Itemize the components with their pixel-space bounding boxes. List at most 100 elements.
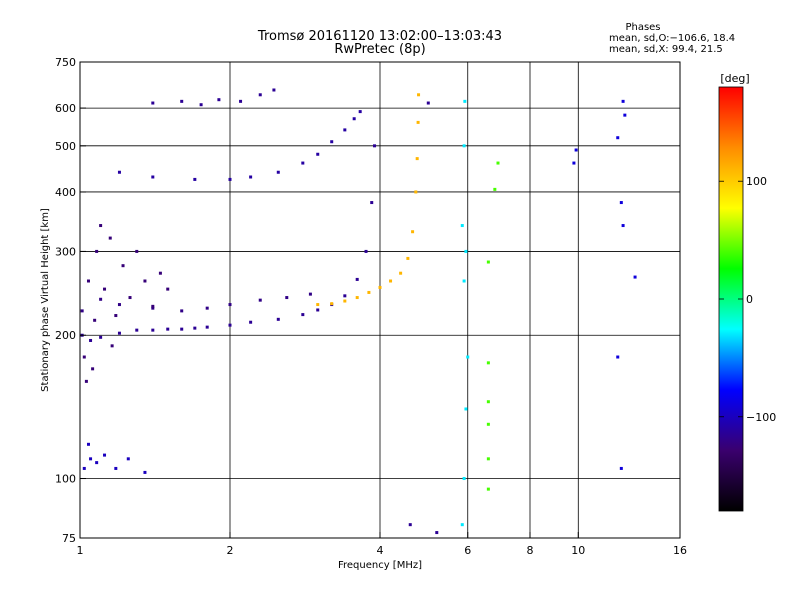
echo-point-s0-p5 <box>151 328 155 332</box>
x-tick-label-5: 10 <box>571 544 585 557</box>
echo-point-s1-p4 <box>180 309 184 313</box>
echo-point-s0-p4 <box>135 328 139 332</box>
echo-point-s7-p1 <box>616 355 620 359</box>
echo-point-s4-p7 <box>399 271 403 275</box>
echo-point-s7-p5 <box>621 99 625 103</box>
echo-point-s2-p9 <box>128 296 132 300</box>
colorbar-ticks: 100 0 −100 <box>719 175 776 424</box>
echo-point-s3-p6 <box>301 161 305 165</box>
echo-point-s3-p1 <box>151 175 155 179</box>
echo-point-s7-p3 <box>619 201 623 205</box>
echo-point-s1-p6 <box>228 303 232 307</box>
colorbar-tick-label-1: 0 <box>746 293 753 306</box>
echo-point-s2-p3 <box>95 249 99 253</box>
echo-point-s2-p5 <box>103 287 107 291</box>
x-tick-label-2: 4 <box>377 544 384 557</box>
echo-point-s2-p13 <box>158 271 162 275</box>
echo-point-s9-p9 <box>435 531 439 535</box>
echo-point-s8-p2 <box>95 461 99 465</box>
echo-point-s5-p1 <box>462 477 466 481</box>
echo-point-s0-p17 <box>355 277 359 281</box>
y-tick-label-3: 300 <box>55 245 76 258</box>
chart-subtitle: RwPretec (8p) <box>334 42 425 57</box>
stats-o-mode: mean, sd,O:−106.6, 18.4 <box>609 33 735 44</box>
echo-point-s9-p8 <box>408 523 412 527</box>
axis-ticks: 1 2 4 6 8 10 16 75 100 200 300 400 500 600 750 <box>55 56 687 557</box>
echo-points <box>80 88 637 535</box>
echo-point-s5-p3 <box>466 355 470 359</box>
echo-point-s9-p1 <box>180 99 184 103</box>
echo-point-s2-p8 <box>121 264 125 268</box>
echo-point-s4-p10 <box>414 190 418 194</box>
x-tick-label-0: 1 <box>77 544 84 557</box>
y-tick-label-6: 600 <box>55 102 76 115</box>
echo-point-s0-p10 <box>228 323 232 327</box>
echo-point-s2-p17 <box>110 344 114 348</box>
echo-point-s6-p4 <box>486 361 490 365</box>
y-tick-label-7: 750 <box>55 56 76 69</box>
echo-point-s3-p4 <box>249 175 253 179</box>
stats-x-mode: mean, sd,X: 99.4, 21.5 <box>609 44 723 55</box>
echo-point-s1-p5 <box>205 306 209 310</box>
echo-point-s3-p10 <box>352 117 356 121</box>
echo-point-s0-p13 <box>301 313 305 317</box>
echo-point-s0-p1 <box>89 338 93 342</box>
echo-point-s3-p7 <box>316 152 320 156</box>
echo-point-s1-p0 <box>80 309 84 313</box>
echo-point-s0-p8 <box>193 326 197 330</box>
echo-point-s0-p12 <box>276 317 280 321</box>
echo-point-s0-p20 <box>373 144 377 148</box>
echo-point-s4-p11 <box>415 157 419 161</box>
echo-point-s1-p3 <box>151 306 155 310</box>
echo-point-s4-p1 <box>330 302 334 306</box>
echo-point-s5-p2 <box>464 407 468 411</box>
echo-point-s4-p3 <box>355 296 359 300</box>
echo-point-s3-p2 <box>193 177 197 181</box>
echo-point-s9-p5 <box>258 93 262 97</box>
echo-point-s2-p16 <box>93 318 97 322</box>
colorbar-tick-label-0: 100 <box>746 175 767 188</box>
chart-title: Tromsø 20161120 13:02:00–13:03:43 <box>257 29 502 44</box>
echo-point-s2-p2 <box>91 367 95 371</box>
echo-point-s8-p3 <box>103 453 107 457</box>
echo-point-s0-p7 <box>180 327 184 331</box>
echo-point-s0-p11 <box>249 320 253 324</box>
echo-point-s2-p6 <box>108 236 112 240</box>
stats-heading: Phases <box>625 22 660 33</box>
echo-point-s4-p8 <box>406 256 410 260</box>
echo-point-s1-p8 <box>285 296 289 300</box>
x-tick-label-1: 2 <box>227 544 234 557</box>
echo-point-s5-p0 <box>460 523 464 527</box>
echo-point-s4-p9 <box>411 230 415 234</box>
echo-point-s0-p14 <box>316 308 320 312</box>
y-tick-label-2: 200 <box>55 329 76 342</box>
echo-point-s9-p6 <box>272 88 276 92</box>
echo-point-s5-p7 <box>462 144 466 148</box>
echo-point-s2-p4 <box>99 224 103 228</box>
echo-point-s7-p0 <box>619 466 623 470</box>
y-tick-label-1: 100 <box>55 473 76 486</box>
echo-point-s9-p4 <box>239 99 243 103</box>
echo-point-s8-p4 <box>114 466 118 470</box>
echo-point-s7-p6 <box>616 136 620 140</box>
echo-point-s4-p6 <box>389 279 393 283</box>
echo-point-s6-p0 <box>486 487 490 491</box>
echo-point-s3-p8 <box>330 140 334 144</box>
echo-point-s7-p8 <box>572 161 576 165</box>
echo-point-s0-p16 <box>343 294 347 298</box>
echo-point-s7-p7 <box>633 275 637 279</box>
echo-point-s9-p0 <box>151 101 155 105</box>
echo-point-s2-p11 <box>143 279 147 283</box>
echo-point-s4-p4 <box>367 290 371 294</box>
echo-point-s8-p0 <box>82 466 86 470</box>
echo-point-s1-p9 <box>308 292 312 296</box>
echo-point-s0-p9 <box>205 325 209 329</box>
echo-point-s3-p9 <box>343 128 347 132</box>
echo-point-s0-p2 <box>99 335 103 339</box>
echo-point-s3-p3 <box>228 177 232 181</box>
colorbar-label: [deg] <box>720 72 749 85</box>
echo-point-s6-p7 <box>496 161 500 165</box>
echo-point-s0-p19 <box>370 201 374 205</box>
echo-point-s8-p6 <box>143 470 147 474</box>
